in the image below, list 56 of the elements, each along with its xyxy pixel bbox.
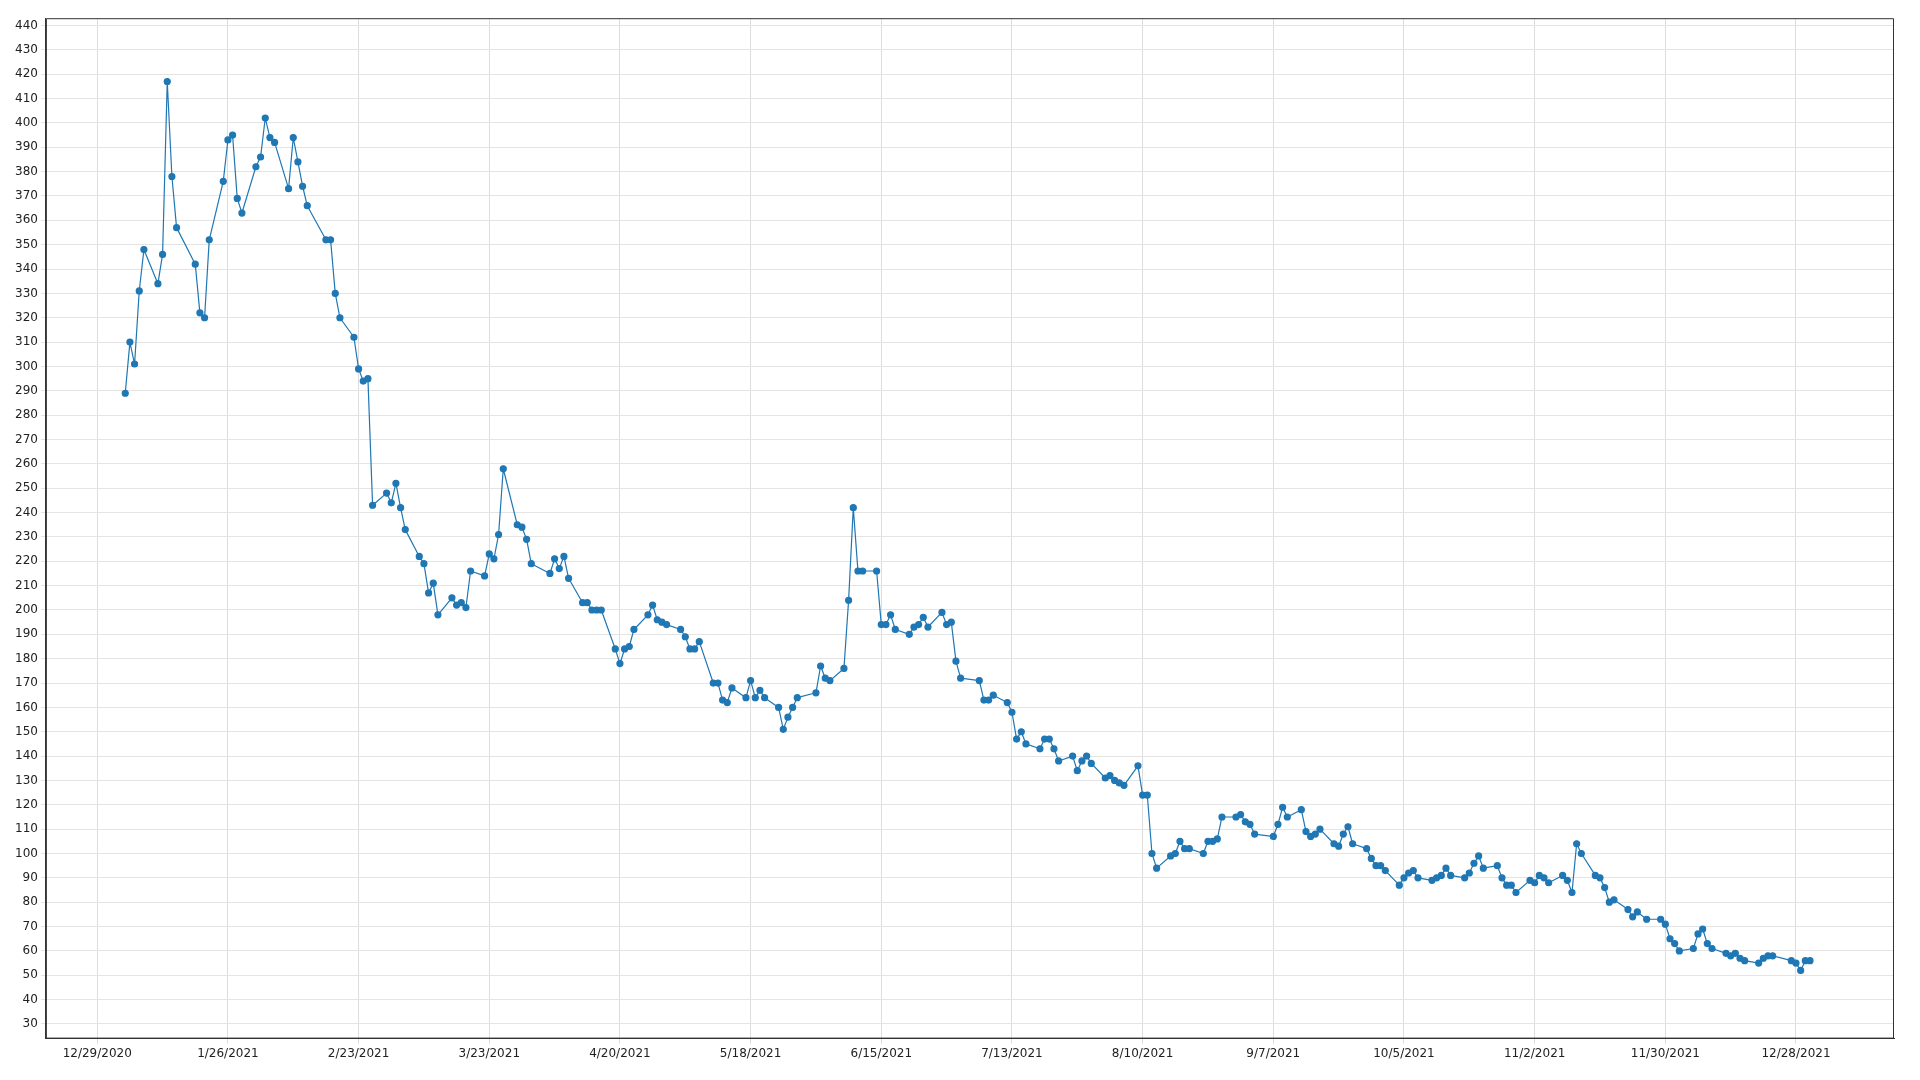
y-tick-label: 200 [15, 602, 38, 617]
y-tick-label: 190 [15, 626, 38, 641]
x-tick-label: 4/20/2021 [589, 1045, 651, 1060]
y-tick-label: 90 [22, 869, 38, 884]
x-tick-label: 1/26/2021 [197, 1045, 259, 1060]
x-tick-label: 10/5/2021 [1373, 1045, 1435, 1060]
y-tick-label: 370 [15, 188, 38, 203]
y-tick-label: 170 [15, 675, 38, 690]
y-tick-label: 430 [15, 41, 38, 56]
x-tick-label: 7/13/2021 [981, 1045, 1043, 1060]
y-tick-label: 40 [22, 991, 38, 1006]
x-tick-label: 9/7/2021 [1246, 1045, 1301, 1060]
y-tick-label: 230 [15, 529, 38, 544]
y-tick-label: 330 [15, 285, 38, 300]
y-tick-label: 160 [15, 699, 38, 714]
y-tick-label: 100 [15, 845, 38, 860]
y-tick-label: 360 [15, 212, 38, 227]
x-tick-label: 3/23/2021 [458, 1045, 521, 1060]
y-tick-label: 410 [15, 90, 38, 105]
y-tick-label: 260 [15, 455, 38, 470]
x-tick-label: 8/10/2021 [1111, 1045, 1174, 1060]
x-tick-label: 6/15/2021 [850, 1045, 913, 1060]
y-tick-label: 310 [15, 334, 38, 349]
y-tick-label: 290 [15, 382, 38, 397]
y-tick-label: 380 [15, 163, 38, 178]
y-tick-label: 420 [15, 66, 38, 81]
y-tick-label: 390 [15, 139, 38, 154]
y-tick-label: 180 [15, 650, 38, 665]
y-tick-label: 280 [15, 407, 38, 422]
y-tick-label: 30 [22, 1016, 38, 1031]
x-tick-label: 12/29/2020 [62, 1045, 132, 1060]
y-tick-label: 70 [22, 918, 38, 933]
y-tick-label: 350 [15, 236, 38, 251]
y-tick-label: 320 [15, 309, 38, 324]
x-tick-label: 2/23/2021 [327, 1045, 390, 1060]
y-tick-label: 120 [15, 796, 38, 811]
y-tick-label: 130 [15, 772, 38, 787]
y-tick-label: 220 [15, 553, 38, 568]
y-tick-label: 210 [15, 577, 38, 592]
x-tick-label: 11/2/2021 [1503, 1045, 1566, 1060]
y-tick-label: 80 [22, 894, 38, 909]
y-tick-label: 270 [15, 431, 38, 446]
x-tick-label: 5/18/2021 [719, 1045, 782, 1060]
y-tick-label: 300 [15, 358, 38, 373]
y-tick-label: 110 [15, 821, 38, 836]
x-tick-label: 12/28/2021 [1761, 1045, 1831, 1060]
x-tick-label: 11/30/2021 [1630, 1045, 1700, 1060]
y-tick-label: 140 [15, 748, 38, 763]
y-tick-label: 340 [15, 261, 38, 276]
y-tick-label: 150 [15, 723, 38, 738]
y-tick-label: 50 [22, 967, 38, 982]
y-tick-label: 240 [15, 504, 38, 519]
y-tick-label: 440 [15, 17, 38, 32]
y-tick-label: 60 [22, 943, 38, 958]
y-tick-label: 400 [15, 115, 38, 130]
y-tick-label: 250 [15, 480, 38, 495]
